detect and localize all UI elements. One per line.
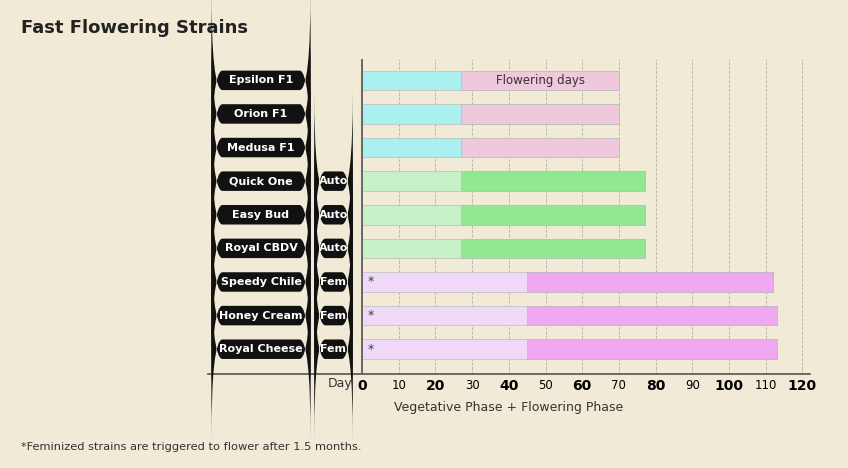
Text: Fem: Fem <box>321 311 347 321</box>
Text: Honey Cream: Honey Cream <box>220 311 303 321</box>
FancyBboxPatch shape <box>211 191 310 373</box>
FancyBboxPatch shape <box>211 90 310 272</box>
Bar <box>527 339 777 359</box>
Bar <box>362 171 644 191</box>
FancyBboxPatch shape <box>211 0 310 171</box>
FancyBboxPatch shape <box>211 23 310 205</box>
Text: Medusa F1: Medusa F1 <box>227 143 295 153</box>
Text: *: * <box>367 309 374 322</box>
FancyBboxPatch shape <box>315 90 353 272</box>
FancyBboxPatch shape <box>211 157 310 339</box>
Bar <box>527 272 773 292</box>
Bar <box>362 272 773 292</box>
Text: Flowering days: Flowering days <box>495 74 584 87</box>
Text: Quick One: Quick One <box>229 176 293 186</box>
FancyBboxPatch shape <box>315 225 353 407</box>
Text: Royal CBDV: Royal CBDV <box>225 243 298 253</box>
FancyBboxPatch shape <box>211 258 310 440</box>
Text: Fem: Fem <box>321 344 347 354</box>
X-axis label: Vegetative Phase + Flowering Phase: Vegetative Phase + Flowering Phase <box>394 401 623 414</box>
FancyBboxPatch shape <box>315 157 353 339</box>
Text: Easy Bud: Easy Bud <box>232 210 289 220</box>
Bar <box>461 205 644 225</box>
Text: Auto: Auto <box>319 210 349 220</box>
FancyBboxPatch shape <box>211 225 310 407</box>
FancyBboxPatch shape <box>211 57 310 239</box>
Text: Fast Flowering Strains: Fast Flowering Strains <box>21 19 248 37</box>
Text: *: * <box>367 276 374 288</box>
Bar <box>362 239 644 258</box>
Bar <box>461 171 644 191</box>
FancyBboxPatch shape <box>315 258 353 440</box>
Bar <box>527 306 777 325</box>
Text: Orion F1: Orion F1 <box>234 109 287 119</box>
Bar <box>362 71 619 90</box>
Bar <box>461 239 644 258</box>
FancyBboxPatch shape <box>211 124 310 306</box>
Bar <box>461 71 619 90</box>
Text: Auto: Auto <box>319 176 349 186</box>
Bar <box>362 104 619 124</box>
Text: Day: Day <box>328 377 353 390</box>
Bar <box>362 138 619 157</box>
Text: Fem: Fem <box>321 277 347 287</box>
Text: Auto: Auto <box>319 243 349 253</box>
Bar <box>461 104 619 124</box>
Text: Epsilon F1: Epsilon F1 <box>229 75 293 85</box>
FancyBboxPatch shape <box>315 124 353 306</box>
Bar <box>461 138 619 157</box>
Text: *Feminized strains are triggered to flower after 1.5 months.: *Feminized strains are triggered to flow… <box>21 442 362 452</box>
Bar <box>362 205 644 225</box>
Text: Royal Cheese: Royal Cheese <box>219 344 303 354</box>
Text: Speedy Chile: Speedy Chile <box>220 277 301 287</box>
Bar <box>362 339 777 359</box>
FancyBboxPatch shape <box>315 191 353 373</box>
Text: *: * <box>367 343 374 356</box>
Bar <box>362 306 777 325</box>
